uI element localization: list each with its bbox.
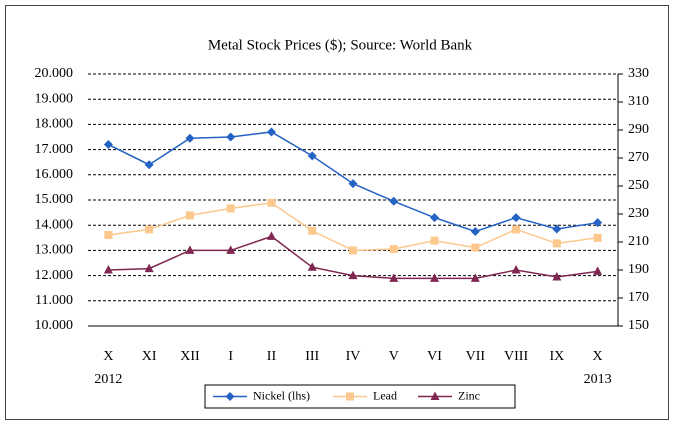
y-tick-label: 18.000 (35, 117, 74, 132)
marker (593, 218, 603, 228)
marker (266, 127, 276, 137)
x-tick-label: I (228, 349, 233, 364)
legend-label: Zinc (458, 388, 480, 402)
marker (430, 213, 440, 223)
x-tick-label: VI (427, 349, 442, 364)
marker (185, 211, 194, 220)
x-tick-label: II (267, 349, 277, 364)
marker (226, 204, 235, 213)
x-tick-label: XI (142, 349, 157, 364)
marker (226, 245, 236, 254)
legend-label: Nickel (lhs) (253, 388, 310, 402)
marker (552, 239, 561, 248)
y2-tick-label: 210 (628, 234, 649, 249)
y2-tick-label: 330 (628, 66, 649, 81)
marker (511, 213, 521, 223)
marker (593, 233, 602, 242)
marker (593, 266, 603, 275)
y2-tick-label: 250 (628, 178, 649, 193)
y2-tick-label: 310 (628, 94, 649, 109)
marker (349, 246, 357, 255)
marker (185, 133, 195, 143)
y-tick-label: 15.000 (35, 192, 74, 207)
y2-tick-label: 290 (628, 122, 649, 137)
x-tick-label: IX (549, 349, 564, 364)
x-tick-label: XII (180, 349, 200, 364)
marker (226, 132, 236, 142)
marker (144, 160, 154, 170)
marker (185, 245, 195, 254)
x-tick-label: X (593, 349, 603, 364)
x-tick-label: X (103, 349, 113, 364)
marker (552, 224, 562, 234)
y2-tick-label: 190 (628, 262, 649, 277)
marker (389, 273, 399, 282)
y-tick-label: 20.000 (35, 66, 74, 81)
marker (346, 392, 354, 401)
marker (470, 273, 480, 282)
marker (266, 231, 276, 240)
marker (552, 272, 562, 281)
legend-label: Lead (373, 388, 397, 402)
marker (348, 179, 358, 189)
y-tick-label: 10.000 (35, 318, 74, 333)
y-tick-label: 16.000 (35, 167, 74, 182)
y-tick-label: 11.000 (35, 293, 73, 308)
marker (470, 227, 480, 236)
marker (104, 231, 113, 239)
x-tick-label: VIII (504, 349, 528, 364)
y2-tick-label: 270 (628, 150, 649, 165)
marker (348, 270, 358, 280)
y2-tick-label: 150 (628, 318, 649, 333)
marker (471, 243, 480, 252)
x-year-label: 2013 (584, 372, 612, 387)
x-tick-label: VII (466, 349, 486, 364)
x-tick-label: V (389, 349, 399, 364)
marker (307, 151, 317, 161)
marker (389, 245, 398, 253)
x-year-label: 2012 (94, 372, 122, 387)
marker (511, 265, 521, 274)
x-tick-label: IV (346, 349, 361, 364)
marker (512, 225, 521, 234)
marker (145, 225, 154, 234)
chart-title: Metal Stock Prices ($); Source: World Ba… (208, 37, 473, 53)
y2-tick-label: 170 (628, 290, 649, 305)
y-tick-label: 19.000 (35, 91, 74, 106)
marker (430, 273, 440, 282)
marker (430, 391, 440, 400)
y-tick-label: 12.000 (35, 268, 74, 283)
marker (308, 226, 317, 235)
marker (144, 263, 154, 273)
marker (307, 262, 317, 271)
marker (430, 236, 439, 245)
x-tick-label: III (305, 349, 319, 364)
y-tick-label: 14.000 (35, 217, 74, 232)
y-tick-label: 17.000 (35, 142, 74, 157)
y2-tick-label: 230 (628, 206, 649, 221)
marker (103, 140, 113, 150)
marker (103, 265, 113, 274)
marker (225, 392, 235, 401)
marker (267, 198, 276, 207)
marker (389, 196, 399, 206)
y-tick-label: 13.000 (35, 243, 74, 258)
